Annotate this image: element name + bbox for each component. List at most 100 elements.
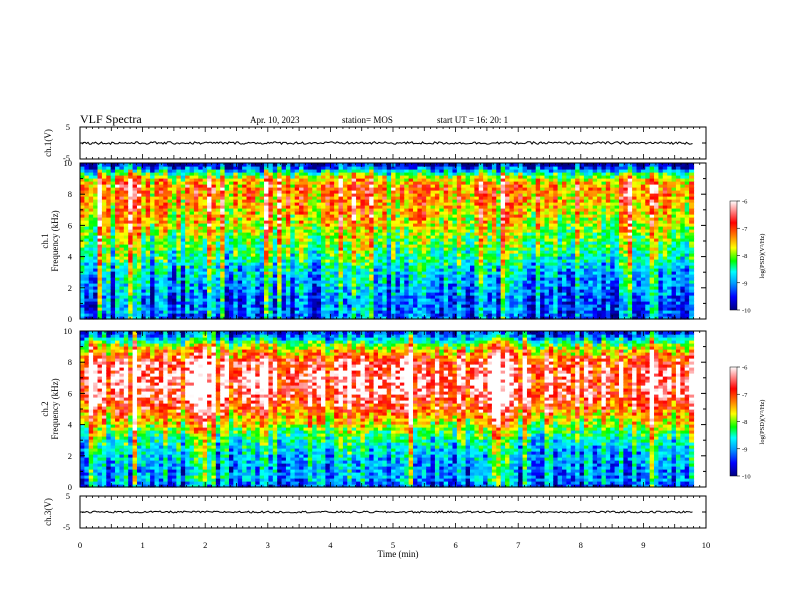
spectrogram-cell <box>110 247 116 251</box>
spectrogram-cell <box>202 193 208 197</box>
spectrogram-cell <box>290 265 296 269</box>
spectrogram-cell <box>202 283 208 287</box>
spectrogram-cell <box>321 316 326 320</box>
spectrogram-cell <box>277 226 283 230</box>
spectrogram-cell <box>255 205 261 209</box>
spectrogram-cell <box>277 187 283 191</box>
spectrogram-cell <box>207 274 213 278</box>
spectrogram-cell <box>233 190 239 194</box>
spectrogram-cell <box>264 178 270 182</box>
spectrogram-cell <box>259 304 265 308</box>
spectrogram-cell <box>198 193 204 197</box>
spectrogram-cell <box>299 217 305 221</box>
spectrogram-cell <box>303 313 309 317</box>
spectrogram-cell <box>220 163 226 167</box>
spectrogram-cell <box>325 283 331 287</box>
spectrogram-cell <box>268 298 274 302</box>
spectrogram-cell <box>277 184 283 188</box>
spectrogram-cell <box>158 241 164 245</box>
spectrogram-cell <box>145 241 151 245</box>
spectrogram-cell <box>110 166 116 170</box>
spectrogram-cell <box>198 199 204 203</box>
spectrogram-cell <box>163 304 169 308</box>
spectrogram-cell <box>316 307 322 311</box>
spectrogram-cell <box>250 178 256 182</box>
spectrogram-cell <box>101 271 107 275</box>
spectrogram-cell <box>338 259 344 263</box>
spectrogram-cell <box>132 244 138 248</box>
spectrogram-cell <box>207 190 213 194</box>
spectrogram-cell <box>316 163 322 167</box>
spectrogram-cell <box>202 262 208 266</box>
spectrogram-cell <box>180 304 186 308</box>
spectrogram-cell <box>281 280 287 284</box>
spectrogram-cell <box>268 286 274 290</box>
spectrogram-cell <box>93 202 99 206</box>
spectrogram-cell <box>176 295 182 299</box>
spectrogram-cell <box>128 262 134 266</box>
spectrogram-cell <box>97 235 103 239</box>
spectrogram-cell <box>88 172 94 176</box>
spectrogram-cell <box>272 280 278 284</box>
spectrogram-cell <box>338 199 344 203</box>
spectrogram-cell <box>307 238 313 242</box>
spectrogram-cell <box>312 259 318 263</box>
spectrogram-cell <box>250 277 256 281</box>
spectrogram-cell <box>224 172 230 176</box>
spectrogram-cell <box>255 262 261 266</box>
spectrogram-cell <box>172 307 177 311</box>
spectrogram-cell <box>202 250 208 254</box>
spectrogram-cell <box>259 298 265 302</box>
spectrogram-cell <box>255 163 261 167</box>
spectrogram-cell <box>110 178 116 182</box>
spectrogram-cell <box>93 238 99 242</box>
spectrogram-cell <box>207 253 213 257</box>
spectrogram-cell <box>316 175 322 179</box>
spectrogram-cell <box>277 283 283 287</box>
spectrogram-cell <box>93 274 99 278</box>
spectrogram-cell <box>285 217 291 221</box>
spectrogram-cell <box>242 283 248 287</box>
spectrogram-cell <box>189 193 195 197</box>
spectrogram-cell <box>294 226 300 230</box>
spectrogram-cell <box>136 223 142 227</box>
spectrogram-cell <box>101 220 107 224</box>
spectrogram-cell <box>255 220 261 224</box>
spectrogram-cell <box>106 286 112 290</box>
spectrogram-cell <box>325 265 331 269</box>
spectrogram-cell <box>224 280 230 284</box>
spectrogram-cell <box>334 304 340 308</box>
spectrogram-cell <box>272 199 278 203</box>
spectrogram-cell <box>250 193 256 197</box>
spectrogram-cell <box>338 217 344 221</box>
spectrogram-cell <box>316 223 322 227</box>
spectrogram-cell <box>172 184 177 188</box>
spectrogram-cell <box>290 268 296 272</box>
spectrogram-cell <box>185 310 191 314</box>
spectrogram-cell <box>277 256 283 260</box>
spectrogram-cell <box>123 280 129 284</box>
spectrogram-cell <box>93 244 99 248</box>
spectrogram-cell <box>132 211 138 215</box>
spectrogram-cell <box>128 175 134 179</box>
spectrogram-cell <box>93 253 99 257</box>
spectrogram-cell <box>128 277 134 281</box>
spectrogram-cell <box>281 244 287 248</box>
spectrogram-cell <box>272 178 278 182</box>
spectrogram-cell <box>145 223 151 227</box>
spectrogram-cell <box>312 301 318 305</box>
spectrogram-cell <box>264 244 270 248</box>
spectrogram-cell <box>80 271 85 275</box>
spectrogram-cell <box>97 244 103 248</box>
spectrogram-cell <box>312 256 318 260</box>
spectrogram-cell <box>119 241 125 245</box>
spectrogram-cell <box>93 187 99 191</box>
spectrogram-cell <box>224 289 230 293</box>
spectrogram-cell <box>132 268 138 272</box>
spectrogram-cell <box>110 277 116 281</box>
spectrogram-cell <box>316 238 322 242</box>
spectrogram-cell <box>202 259 208 263</box>
spectrogram-cell <box>167 283 173 287</box>
spectrogram-cell <box>93 250 99 254</box>
spectrogram-cell <box>281 229 287 233</box>
